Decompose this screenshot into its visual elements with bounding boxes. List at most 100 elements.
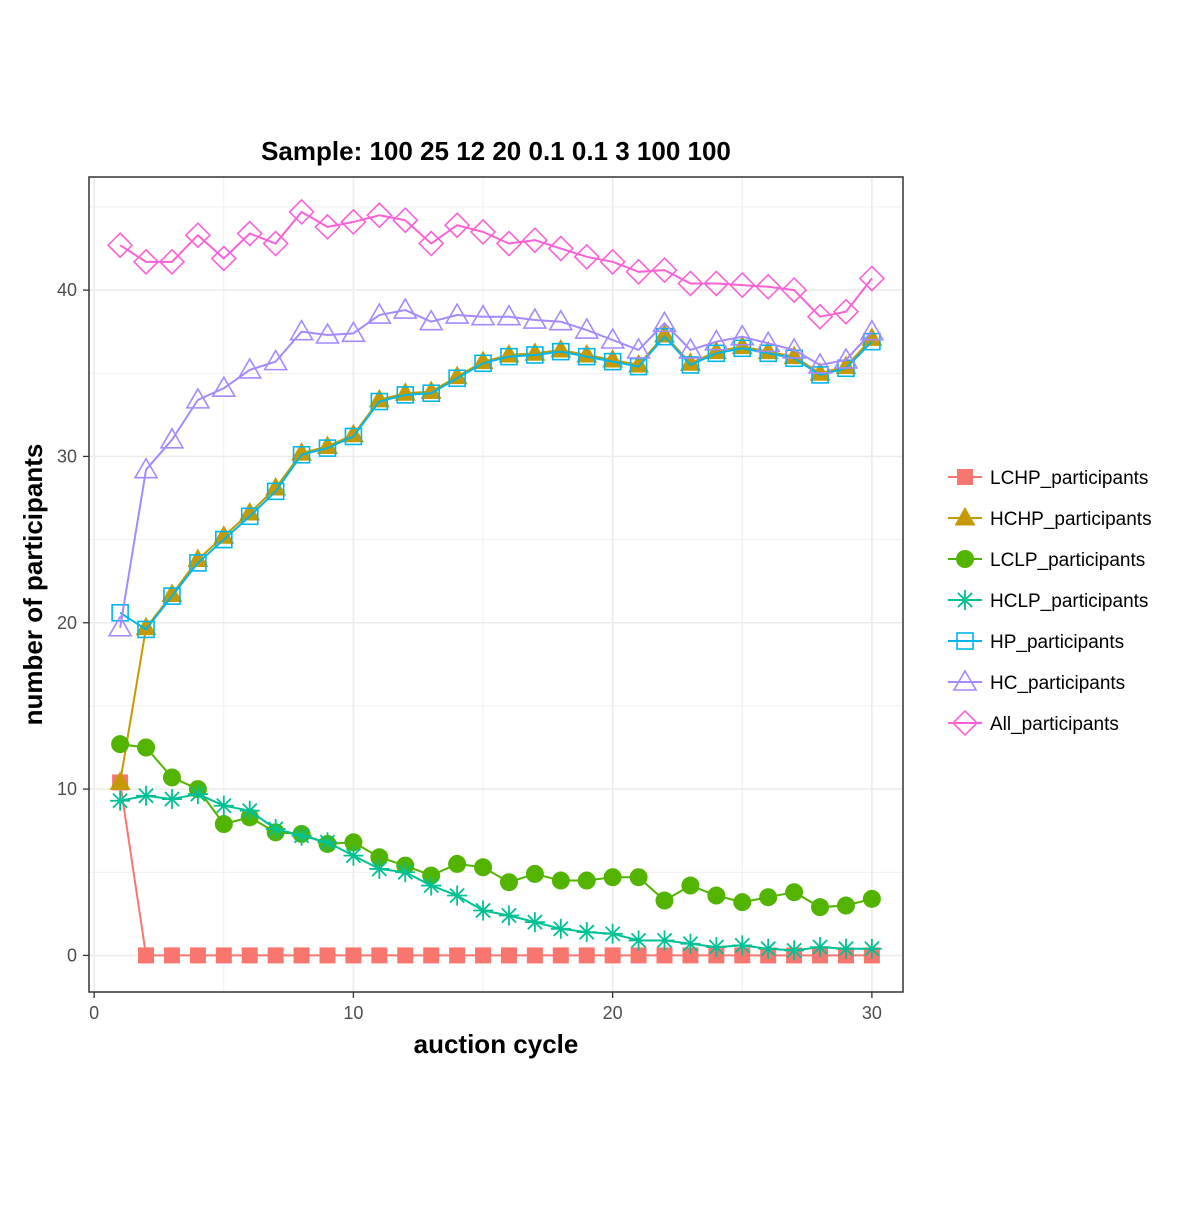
- data-point: [678, 337, 703, 359]
- legend-item-lclp-participants: LCLP_participants: [948, 550, 1145, 571]
- y-tick-label: 0: [67, 945, 77, 965]
- data-point: [291, 442, 313, 461]
- asterisk-stroke: [708, 939, 725, 955]
- x-tick-label: 0: [89, 1003, 99, 1023]
- data-point: [526, 346, 544, 364]
- data-point: [236, 220, 263, 247]
- data-point: [396, 386, 415, 404]
- series-hc-participants: [107, 297, 885, 637]
- data-point: [526, 947, 543, 964]
- data-point: [132, 248, 160, 275]
- data-point: [955, 590, 975, 610]
- data-point: [443, 212, 471, 239]
- legend-item-all-participants: All_participants: [948, 709, 1119, 737]
- data-point: [682, 947, 699, 964]
- data-point: [859, 319, 885, 341]
- data-point: [135, 616, 157, 636]
- data-point: [315, 322, 340, 344]
- asterisk-stroke: [423, 877, 439, 894]
- data-point: [729, 271, 756, 299]
- asterisk-stroke: [957, 592, 973, 608]
- data-point: [448, 854, 467, 873]
- grid-lines: [89, 177, 903, 992]
- data-point: [551, 871, 570, 890]
- data-point: [524, 912, 545, 933]
- data-point: [418, 309, 444, 331]
- data-point: [781, 337, 807, 359]
- data-point: [110, 790, 131, 811]
- data-point: [577, 871, 596, 890]
- asterisk-stroke: [579, 924, 595, 940]
- asterisk-stroke: [216, 798, 232, 814]
- data-point: [651, 257, 678, 284]
- data-point: [395, 862, 416, 883]
- data-point: [755, 273, 782, 300]
- data-point: [292, 445, 311, 464]
- data-point: [733, 893, 752, 912]
- data-point: [706, 937, 727, 958]
- data-point: [957, 469, 973, 485]
- asterisk-stroke: [319, 834, 336, 851]
- data-point: [138, 947, 155, 964]
- data-point: [342, 423, 364, 443]
- data-point: [832, 298, 860, 325]
- data-point: [184, 222, 212, 249]
- asterisk-stroke: [682, 936, 699, 952]
- series-lclp-participants: [111, 735, 881, 917]
- data-point: [187, 548, 209, 568]
- data-point: [655, 891, 674, 910]
- data-point: [345, 947, 362, 964]
- legend-item-hclp-participants: HCLP_participants: [948, 590, 1148, 612]
- asterisk-stroke: [786, 942, 802, 959]
- legend-item-hp-participants: HP_participants: [948, 632, 1124, 653]
- asterisk-stroke: [164, 791, 180, 807]
- data-point: [703, 270, 730, 297]
- asterisk-stroke: [293, 827, 310, 844]
- data-point: [811, 366, 829, 384]
- data-point: [809, 362, 831, 381]
- data-point: [630, 947, 647, 964]
- axes: 0 10 20 30 0 10 20 30 40: [57, 280, 882, 1023]
- asterisk-stroke: [112, 793, 128, 809]
- data-point: [265, 477, 287, 496]
- asterisk-stroke: [371, 861, 388, 877]
- data-point: [652, 310, 677, 333]
- asterisk-stroke: [475, 902, 491, 919]
- data-point: [759, 344, 777, 363]
- data-point: [521, 227, 549, 254]
- data-point: [656, 947, 673, 964]
- data-point: [604, 947, 621, 964]
- data-point: [293, 947, 310, 964]
- legend-label: All_participants: [990, 714, 1119, 735]
- data-point: [267, 947, 284, 964]
- data-point: [137, 738, 156, 757]
- x-tick-label: 20: [603, 1003, 623, 1023]
- x-axis-title: auction cycle: [414, 1029, 579, 1059]
- data-point: [525, 864, 544, 883]
- data-point: [548, 309, 574, 331]
- data-point: [344, 427, 363, 446]
- data-point: [214, 815, 233, 834]
- data-point: [213, 795, 234, 816]
- data-point: [289, 319, 314, 341]
- data-point: [703, 329, 729, 351]
- data-point: [340, 208, 367, 236]
- asterisk-stroke: [604, 926, 621, 942]
- data-point: [263, 349, 289, 371]
- series-line: [119, 309, 873, 628]
- chart-title: Sample: 100 25 12 20 0.1 0.1 3 100 100: [261, 136, 731, 166]
- series-line: [119, 335, 873, 631]
- data-point: [603, 352, 622, 371]
- data-point: [680, 933, 701, 954]
- data-point: [368, 388, 390, 408]
- data-point: [862, 889, 881, 908]
- y-tick-label: 30: [57, 446, 77, 466]
- legend-label: HP_participants: [990, 632, 1124, 653]
- legend-label: HC_participants: [990, 673, 1125, 694]
- data-point: [185, 387, 211, 409]
- data-point: [573, 243, 600, 270]
- data-point: [162, 768, 181, 787]
- data-point: [807, 352, 833, 374]
